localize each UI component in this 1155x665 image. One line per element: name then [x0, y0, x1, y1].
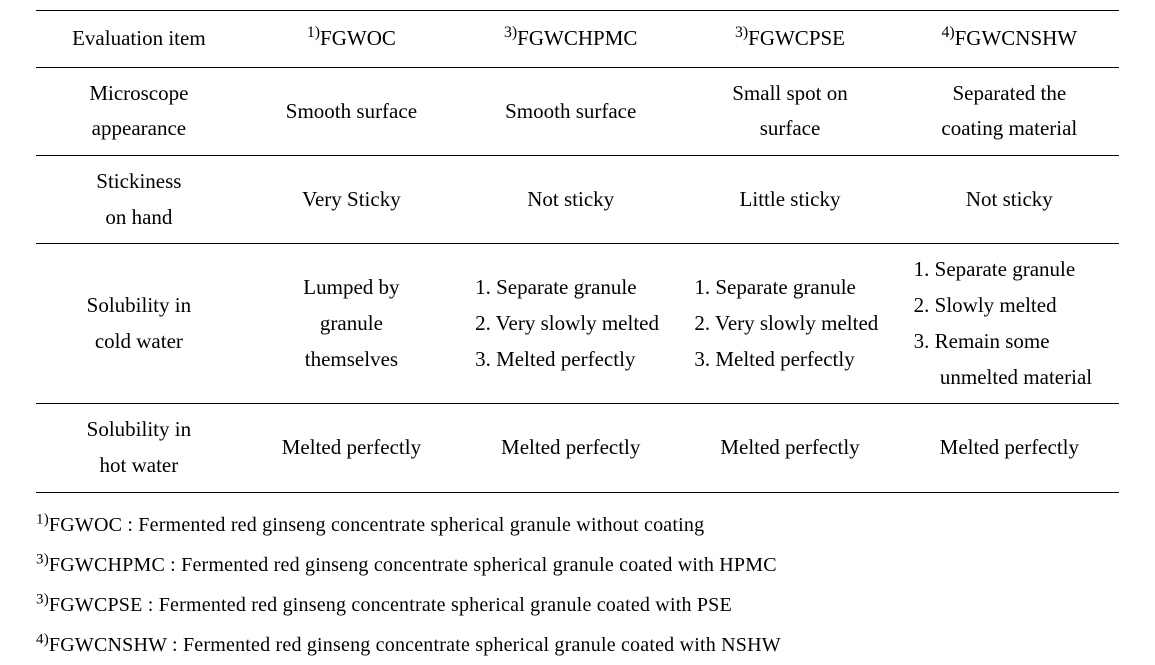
col-header-sup: 3)	[735, 24, 748, 41]
table-row: Stickiness on hand Very Sticky Not stick…	[36, 156, 1119, 244]
cell-text: Small spot on	[732, 81, 848, 105]
row-label-line: hot water	[100, 453, 179, 477]
col-header-sup: 4)	[942, 24, 955, 41]
col-header-label: FGWCHPMC	[517, 26, 637, 50]
row-label: Solubility in hot water	[36, 404, 242, 492]
cell-text: Smooth surface	[505, 99, 636, 123]
footnote: 1)FGWOC : Fermented red ginseng concentr…	[36, 505, 1119, 545]
col-header-evaluation-item: Evaluation item	[36, 11, 242, 68]
col-header-label: FGWOC	[320, 26, 396, 50]
cell-text: Lumped by	[303, 275, 399, 299]
page: Evaluation item 1)FGWOC 3)FGWCHPMC 3)FGW…	[0, 0, 1155, 665]
footnote: 3)FGWCHPMC : Fermented red ginseng conce…	[36, 545, 1119, 585]
cell: Separated the coating material	[900, 67, 1119, 155]
col-header-label: FGWCPSE	[748, 26, 845, 50]
table-row: Solubility in hot water Melted perfectly…	[36, 404, 1119, 492]
col-header-label: FGWCNSHW	[955, 26, 1078, 50]
cell-text: Very Sticky	[302, 187, 401, 211]
cell: Not sticky	[900, 156, 1119, 244]
cell-text: themselves	[305, 347, 398, 371]
cell-text: surface	[760, 116, 821, 140]
footnote-desc: : Fermented red ginseng concentrate sphe…	[143, 594, 732, 616]
list-item: 3. Melted perfectly	[694, 342, 895, 378]
cell: Melted perfectly	[680, 404, 899, 492]
footnote-desc: : Fermented red ginseng concentrate sphe…	[122, 514, 704, 536]
cell: Little sticky	[680, 156, 899, 244]
row-label-line: cold water	[95, 329, 183, 353]
row-label: Microscope appearance	[36, 67, 242, 155]
col-header-fgwcnshw: 4)FGWCNSHW	[900, 11, 1119, 68]
table-row: Microscope appearance Smooth surface Smo…	[36, 67, 1119, 155]
footnote-term: FGWOC	[49, 514, 122, 536]
footnotes: 1)FGWOC : Fermented red ginseng concentr…	[36, 505, 1119, 665]
cell: Melted perfectly	[461, 404, 680, 492]
list-item: 2. Very slowly melted	[694, 306, 895, 342]
col-header-fgwcpse: 3)FGWCPSE	[680, 11, 899, 68]
row-label-line: Solubility in	[87, 417, 191, 441]
list-item: 2. Very slowly melted	[475, 306, 676, 342]
row-label-line: Solubility in	[87, 293, 191, 317]
cell: Very Sticky	[242, 156, 461, 244]
footnote-sup: 3)	[36, 591, 49, 607]
row-label-line: Microscope	[89, 81, 188, 105]
cell: Melted perfectly	[900, 404, 1119, 492]
footnote-term: FGWCPSE	[49, 594, 143, 616]
list-item: 3. Melted perfectly	[475, 342, 676, 378]
evaluation-table: Evaluation item 1)FGWOC 3)FGWCHPMC 3)FGW…	[36, 10, 1119, 493]
cell: Small spot on surface	[680, 67, 899, 155]
row-label-line: appearance	[92, 116, 186, 140]
col-header-fgwchpmc: 3)FGWCHPMC	[461, 11, 680, 68]
col-header-fgwoc: 1)FGWOC	[242, 11, 461, 68]
col-header-sup: 1)	[307, 24, 320, 41]
footnote-sup: 4)	[36, 631, 49, 647]
col-header-label: Evaluation item	[72, 26, 206, 50]
cell-text: granule	[320, 311, 383, 335]
cell: Melted perfectly	[242, 404, 461, 492]
list-item: 1. Separate granule	[475, 270, 676, 306]
cell: 1. Separate granule 2. Very slowly melte…	[461, 244, 680, 404]
cell-text: coating material	[941, 116, 1077, 140]
cell-text: Melted perfectly	[940, 435, 1079, 459]
cell-text: Melted perfectly	[501, 435, 640, 459]
footnote-term: FGWCHPMC	[49, 554, 165, 576]
footnote-desc: : Fermented red ginseng concentrate sphe…	[165, 554, 777, 576]
footnote-sup: 1)	[36, 511, 49, 527]
cell-text: Melted perfectly	[282, 435, 421, 459]
table-header-row: Evaluation item 1)FGWOC 3)FGWCHPMC 3)FGW…	[36, 11, 1119, 68]
footnote-term: FGWCNSHW	[49, 634, 167, 656]
list-item: 3. Remain some unmelted material	[914, 324, 1115, 395]
cell-text: Smooth surface	[286, 99, 417, 123]
cell-text: Melted perfectly	[720, 435, 859, 459]
cell: Smooth surface	[242, 67, 461, 155]
list-item: 1. Separate granule	[694, 270, 895, 306]
col-header-sup: 3)	[504, 24, 517, 41]
list-item: 1. Separate granule	[914, 252, 1115, 288]
cell-text: Little sticky	[740, 187, 841, 211]
row-label-line: on hand	[105, 205, 172, 229]
cell-text: Separated the	[952, 81, 1066, 105]
table-row: Solubility in cold water Lumped by granu…	[36, 244, 1119, 404]
row-label: Stickiness on hand	[36, 156, 242, 244]
footnote: 3)FGWCPSE : Fermented red ginseng concen…	[36, 585, 1119, 625]
row-label: Solubility in cold water	[36, 244, 242, 404]
list-item: 2. Slowly melted	[914, 288, 1115, 324]
cell: Not sticky	[461, 156, 680, 244]
cell: 1. Separate granule 2. Slowly melted 3. …	[900, 244, 1119, 404]
row-label-line: Stickiness	[96, 169, 181, 193]
cell-text: Not sticky	[527, 187, 614, 211]
footnote: 4)FGWCNSHW : Fermented red ginseng conce…	[36, 625, 1119, 665]
footnote-sup: 3)	[36, 551, 49, 567]
cell: 1. Separate granule 2. Very slowly melte…	[680, 244, 899, 404]
cell-text: Not sticky	[966, 187, 1053, 211]
footnote-desc: : Fermented red ginseng concentrate sphe…	[167, 634, 781, 656]
cell: Smooth surface	[461, 67, 680, 155]
cell: Lumped by granule themselves	[242, 244, 461, 404]
